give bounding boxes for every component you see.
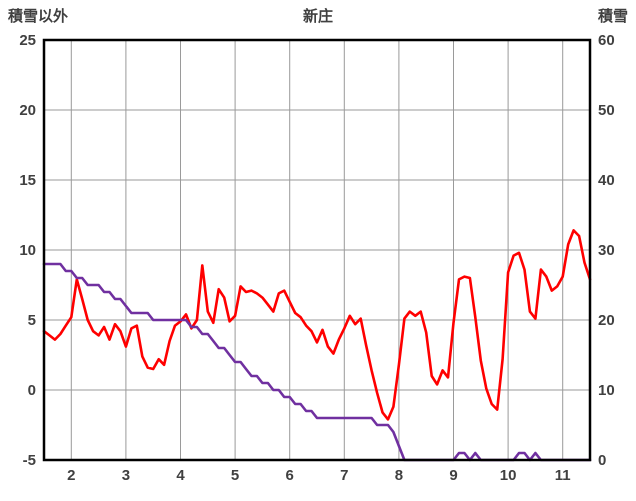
left-axis-tick: 5: [28, 312, 36, 329]
right-axis-tick: 50: [598, 102, 615, 119]
left-axis-tick: 10: [19, 242, 36, 259]
left-axis-tick: -5: [23, 452, 36, 469]
right-axis-tick: 10: [598, 382, 615, 399]
left-axis-tick: 15: [19, 172, 36, 189]
x-axis-tick: 6: [286, 467, 294, 484]
x-axis-tick: 10: [500, 467, 517, 484]
x-axis-tick: 11: [555, 467, 571, 484]
left-axis-tick: 0: [28, 382, 36, 399]
left-axis-tick: 25: [19, 32, 36, 49]
right-axis-tick: 60: [598, 32, 615, 49]
gridlines: [44, 40, 590, 460]
right-axis-title: 積雪: [597, 8, 628, 25]
right-axis-tick: 20: [598, 312, 615, 329]
right-axis-tick: 40: [598, 172, 615, 189]
left-axis-tick: 20: [19, 102, 36, 119]
x-axis-tick: 8: [395, 467, 403, 484]
right-axis-tick: 30: [598, 242, 615, 259]
x-axis-tick: 7: [340, 467, 348, 484]
x-axis-tick: 5: [231, 467, 239, 484]
x-axis-tick: 9: [449, 467, 457, 484]
x-axis-tick: 3: [122, 467, 130, 484]
series-other-than-snow-line: [42, 229, 592, 421]
right-axis-tick: 0: [598, 452, 606, 469]
chart-title: 新庄: [302, 8, 333, 25]
left-axis-title: 積雪以外: [8, 8, 69, 25]
x-axis-tick: 4: [176, 467, 185, 484]
plot-border: [42, 38, 592, 462]
x-axis-tick: 2: [67, 467, 75, 484]
